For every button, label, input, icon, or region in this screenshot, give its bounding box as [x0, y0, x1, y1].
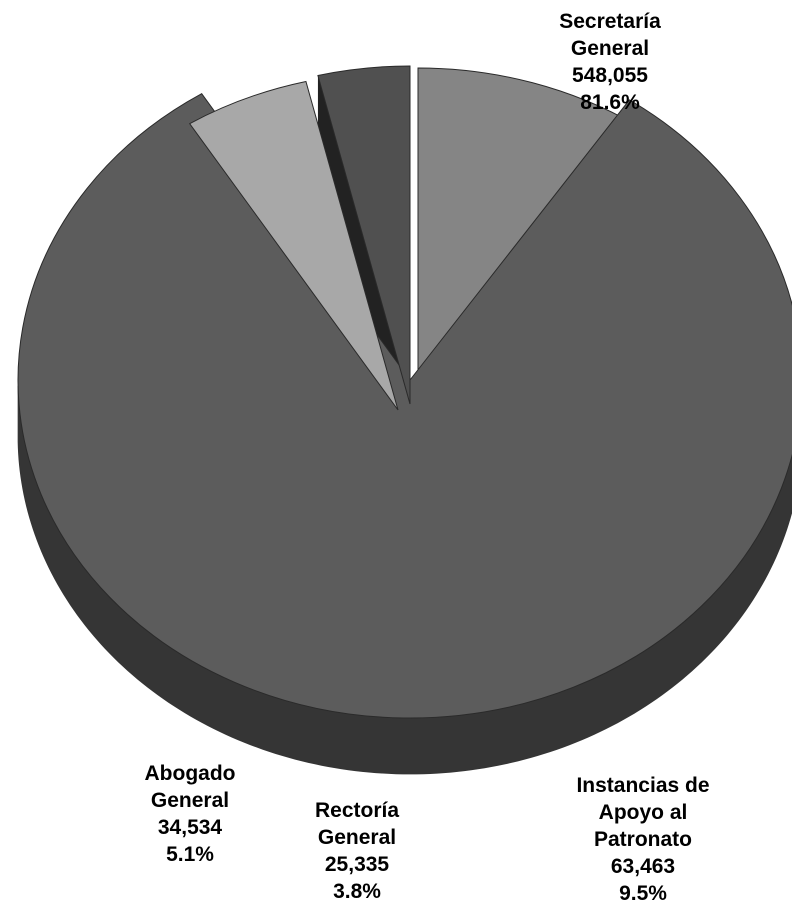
- slice-name-line: Patronato: [593, 828, 692, 851]
- slice-value-label: 548,055: [572, 64, 648, 87]
- slice-name-line: Instancias de: [576, 774, 710, 797]
- pie-slice-3: [317, 65, 411, 405]
- pie-top-layer: [17, 65, 792, 719]
- slice-percent-label: 5.1%: [166, 843, 214, 866]
- slice-name-line: General: [150, 789, 230, 812]
- pie-slice-1: [17, 93, 792, 719]
- slice-name-line: General: [317, 826, 397, 849]
- slice-name-line: Secretaría: [559, 10, 661, 33]
- slice-label-instancias: Instancias de Apoyo al Patronato 63,463 …: [543, 772, 743, 907]
- slice-label-abogado: Abogado General 34,534 5.1%: [110, 760, 270, 868]
- slice-label-rectoria: Rectoría General 25,335 3.8%: [282, 797, 432, 905]
- slice-value-label: 25,335: [324, 853, 390, 876]
- slice-name-line: General: [570, 37, 650, 60]
- slice-percent-label: 81.6%: [580, 91, 640, 114]
- slice-label-secretaria: Secretaría General 548,055 81.6%: [520, 8, 700, 116]
- slice-percent-label: 3.8%: [333, 880, 381, 903]
- slice-name-line: Apoyo al: [598, 801, 688, 824]
- pie-slice-2: [188, 80, 399, 411]
- slice-name-line: Rectoría: [314, 799, 400, 822]
- slice-value-label: 63,463: [610, 855, 676, 878]
- slice-percent-label: 9.5%: [619, 882, 667, 905]
- slice-value-label: 34,534: [157, 816, 223, 839]
- slice-name-line: Abogado: [144, 762, 236, 785]
